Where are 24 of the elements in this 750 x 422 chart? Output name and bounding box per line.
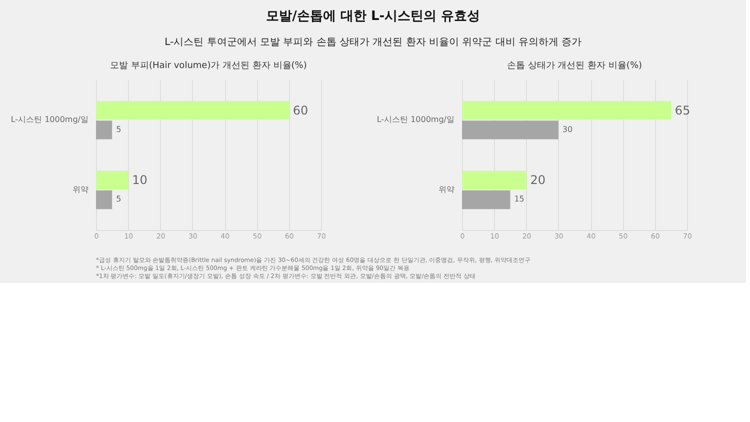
- data-label: 10: [132, 173, 148, 188]
- bar: [96, 120, 112, 140]
- y-tick-label: 위약: [438, 184, 454, 194]
- bar: [462, 120, 558, 140]
- chart-title: 손톱 상태가 개선된 환자 비율(%): [506, 61, 642, 71]
- data-label: 15: [514, 194, 524, 204]
- chart-title: 모발 부피(Hair volume)가 개선된 환자 비율(%): [110, 61, 307, 71]
- y-tick-label: L-시스틴 1000mg/일: [376, 115, 454, 124]
- data-label: 60: [292, 103, 308, 118]
- y-tick-label: L-시스틴 1000mg/일: [10, 115, 88, 124]
- y-tick-label: 위약: [72, 184, 88, 194]
- bar: [462, 100, 671, 120]
- bar: [462, 170, 526, 190]
- data-label: 5: [116, 194, 122, 204]
- bar: [96, 100, 289, 120]
- text: 모발/손톱에 대한 L-시스틴의 유효성: [266, 9, 480, 24]
- data-label: 20: [530, 173, 546, 188]
- data-label: 65: [674, 103, 690, 118]
- bar: [96, 170, 128, 190]
- data-label: 5: [116, 124, 122, 134]
- data-label: 30: [562, 124, 573, 134]
- text: L-시스틴 투여군에서 모발 부피와 손톱 상태가 개선된 환자 비율이 위약군 대비 유의하게 증가: [164, 37, 582, 48]
- bar: [96, 190, 112, 210]
- bar: [462, 190, 510, 210]
